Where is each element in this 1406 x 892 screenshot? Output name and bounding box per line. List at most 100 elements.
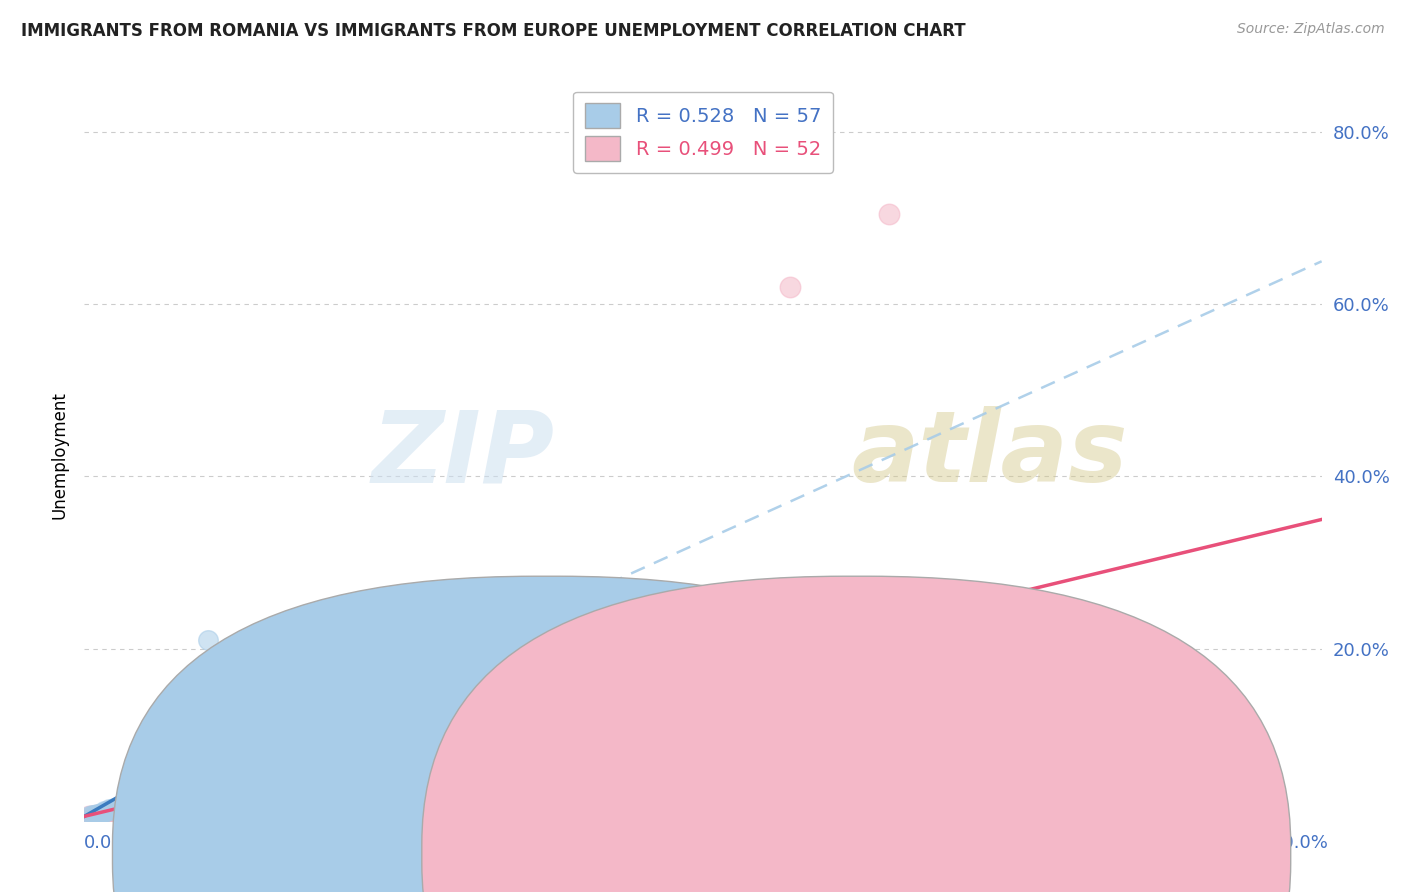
Point: [197, 780, 219, 795]
Point: [172, 802, 194, 816]
Point: [233, 663, 256, 677]
Point: [741, 658, 763, 673]
Point: [93, 805, 115, 819]
Point: [132, 794, 155, 808]
Point: [105, 801, 128, 815]
Point: [350, 795, 373, 809]
Point: [122, 805, 145, 819]
Point: [181, 784, 204, 798]
Point: [162, 788, 184, 802]
Point: [815, 702, 838, 716]
Point: [187, 783, 209, 797]
Point: [295, 797, 318, 812]
Point: [222, 655, 245, 669]
Point: [271, 771, 294, 785]
Point: [531, 786, 554, 800]
Point: [90, 805, 112, 820]
Point: [246, 774, 269, 789]
Point: [152, 789, 174, 804]
Text: Source: ZipAtlas.com: Source: ZipAtlas.com: [1237, 22, 1385, 37]
Point: [93, 807, 115, 822]
Point: [266, 798, 288, 813]
Point: [128, 804, 150, 818]
Point: [217, 800, 239, 814]
Point: [96, 804, 118, 818]
Point: [79, 809, 101, 823]
Point: [112, 805, 135, 820]
Point: [246, 641, 269, 656]
Legend: R = 0.528   N = 57, R = 0.499   N = 52: R = 0.528 N = 57, R = 0.499 N = 52: [574, 92, 832, 173]
Point: [160, 802, 183, 816]
Point: [494, 788, 516, 802]
Point: [98, 803, 121, 817]
Point: [177, 785, 200, 799]
Point: [197, 801, 219, 815]
Point: [152, 803, 174, 817]
Point: [110, 800, 132, 814]
Point: [83, 807, 105, 822]
Point: [197, 632, 219, 647]
Point: [370, 794, 392, 808]
Point: [222, 777, 245, 791]
Point: [877, 207, 900, 221]
Point: [110, 805, 132, 820]
Point: [138, 804, 160, 818]
Point: [617, 781, 640, 796]
Point: [444, 790, 467, 805]
Point: [110, 799, 132, 814]
Text: Immigrants from Europe: Immigrants from Europe: [877, 847, 1064, 861]
Point: [80, 809, 103, 823]
Point: [779, 280, 801, 294]
Point: [108, 800, 131, 814]
Point: [112, 798, 135, 813]
Point: [80, 808, 103, 822]
Point: [239, 799, 262, 814]
Point: [93, 804, 115, 818]
Point: [100, 806, 122, 821]
Point: [568, 784, 591, 798]
Point: [138, 793, 160, 807]
Point: [98, 802, 121, 816]
Point: [167, 787, 190, 801]
Point: [86, 806, 108, 821]
Point: [419, 792, 441, 806]
Point: [103, 801, 125, 815]
Point: [135, 793, 157, 807]
Point: [314, 797, 336, 811]
Text: IMMIGRANTS FROM ROMANIA VS IMMIGRANTS FROM EUROPE UNEMPLOYMENT CORRELATION CHART: IMMIGRANTS FROM ROMANIA VS IMMIGRANTS FR…: [21, 22, 966, 40]
Point: [90, 808, 112, 822]
Point: [132, 804, 155, 818]
Point: [103, 801, 125, 815]
Point: [148, 790, 170, 805]
Point: [148, 803, 170, 817]
Point: [233, 776, 256, 790]
Point: [157, 789, 180, 803]
Point: [118, 805, 141, 819]
Y-axis label: Unemployment: Unemployment: [51, 391, 69, 519]
Point: [172, 786, 194, 800]
Point: [281, 798, 304, 813]
Point: [125, 796, 148, 810]
Point: [395, 793, 418, 807]
Point: [89, 806, 111, 821]
Point: [226, 800, 249, 814]
Point: [120, 797, 142, 811]
Point: [142, 803, 165, 817]
Point: [86, 808, 108, 822]
Point: [129, 795, 152, 809]
Point: [252, 799, 274, 814]
Point: [100, 802, 122, 816]
Point: [115, 798, 138, 813]
Text: atlas: atlas: [852, 407, 1128, 503]
Point: [321, 762, 343, 776]
Text: ZIP: ZIP: [371, 407, 554, 503]
Point: [103, 806, 125, 821]
Point: [271, 624, 294, 639]
Text: Immigrants from Romania: Immigrants from Romania: [568, 847, 768, 861]
Point: [191, 782, 214, 797]
Point: [118, 797, 141, 812]
Point: [142, 791, 165, 805]
Point: [470, 789, 492, 804]
Point: [295, 615, 318, 630]
Point: [141, 792, 163, 806]
